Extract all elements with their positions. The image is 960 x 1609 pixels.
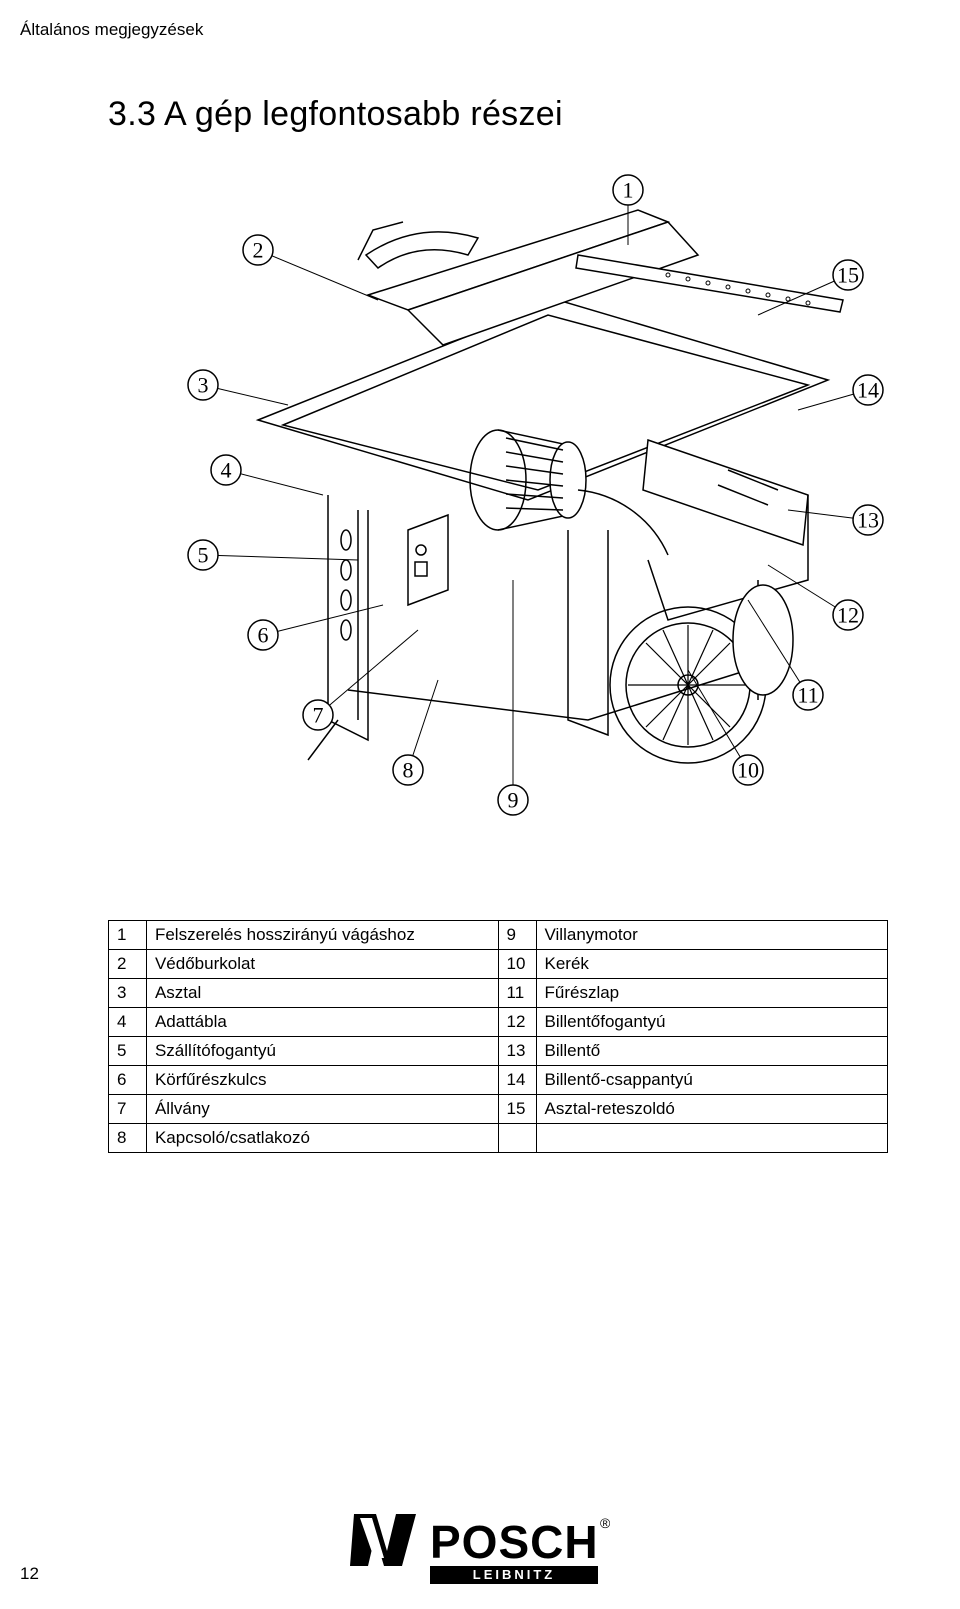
- logo-sub: LEIBNITZ: [473, 1567, 556, 1582]
- part-label: Szállítófogantyú: [146, 1037, 498, 1066]
- part-num: 14: [498, 1066, 536, 1095]
- part-label: Villanymotor: [536, 921, 888, 950]
- table-row: 5Szállítófogantyú13Billentő: [109, 1037, 888, 1066]
- callout-number: 1: [623, 178, 634, 203]
- machine-outline: [258, 210, 843, 763]
- callout-number: 14: [857, 378, 879, 403]
- part-num: 9: [498, 921, 536, 950]
- part-label: Körfűrészkulcs: [146, 1066, 498, 1095]
- part-label: Kapcsoló/csatlakozó: [146, 1124, 498, 1153]
- callout-number: 10: [737, 758, 759, 783]
- callout-number: 4: [221, 458, 232, 483]
- page-number: 12: [20, 1564, 39, 1584]
- callout-number: 2: [253, 238, 264, 263]
- part-label: Felszerelés hosszirányú vágáshoz: [146, 921, 498, 950]
- part-num: 12: [498, 1008, 536, 1037]
- logo-mark-icon: [350, 1514, 416, 1566]
- part-num: 11: [498, 979, 536, 1008]
- callout-number: 3: [198, 373, 209, 398]
- footer-logo: POSCH ® LEIBNITZ: [350, 1506, 610, 1591]
- logo-brand: POSCH: [430, 1516, 599, 1568]
- callout-number: 12: [837, 603, 859, 628]
- part-num: 3: [109, 979, 147, 1008]
- part-num: 10: [498, 950, 536, 979]
- part-label: Fűrészlap: [536, 979, 888, 1008]
- table-row: 4Adattábla12Billentőfogantyú: [109, 1008, 888, 1037]
- part-num: 7: [109, 1095, 147, 1124]
- part-label: Adattábla: [146, 1008, 498, 1037]
- part-num: 1: [109, 921, 147, 950]
- part-label: Asztal-reteszoldó: [536, 1095, 888, 1124]
- part-label: Kerék: [536, 950, 888, 979]
- part-num: 2: [109, 950, 147, 979]
- table-row: 7Állvány15Asztal-reteszoldó: [109, 1095, 888, 1124]
- callout-number: 13: [857, 508, 879, 533]
- table-row: 1Felszerelés hosszirányú vágáshoz9Villan…: [109, 921, 888, 950]
- page-header: Általános megjegyzések: [20, 20, 203, 40]
- part-num: 15: [498, 1095, 536, 1124]
- part-label: Billentő-csappantyú: [536, 1066, 888, 1095]
- registered-icon: ®: [600, 1515, 610, 1531]
- callout-number: 15: [837, 263, 859, 288]
- part-num: 6: [109, 1066, 147, 1095]
- table-row: 8Kapcsoló/csatlakozó: [109, 1124, 888, 1153]
- section-title: 3.3 A gép legfontosabb részei: [108, 95, 563, 134]
- callout-number: 11: [797, 683, 818, 708]
- machine-diagram: 123456789101112131415: [108, 160, 888, 860]
- part-num: [498, 1124, 536, 1153]
- parts-table: 1Felszerelés hosszirányú vágáshoz9Villan…: [108, 920, 888, 1153]
- callout-number: 7: [313, 703, 324, 728]
- part-label: Billentőfogantyú: [536, 1008, 888, 1037]
- part-num: 8: [109, 1124, 147, 1153]
- table-row: 3Asztal11Fűrészlap: [109, 979, 888, 1008]
- part-label: Védőburkolat: [146, 950, 498, 979]
- part-label: Asztal: [146, 979, 498, 1008]
- part-num: 5: [109, 1037, 147, 1066]
- part-label: Billentő: [536, 1037, 888, 1066]
- table-row: 2Védőburkolat10Kerék: [109, 950, 888, 979]
- part-num: 4: [109, 1008, 147, 1037]
- part-label: [536, 1124, 888, 1153]
- part-num: 13: [498, 1037, 536, 1066]
- callout-number: 6: [258, 623, 269, 648]
- callout-number: 9: [508, 788, 519, 813]
- table-row: 6Körfűrészkulcs14Billentő-csappantyú: [109, 1066, 888, 1095]
- callout-number: 5: [198, 543, 209, 568]
- part-label: Állvány: [146, 1095, 498, 1124]
- callout-number: 8: [403, 758, 414, 783]
